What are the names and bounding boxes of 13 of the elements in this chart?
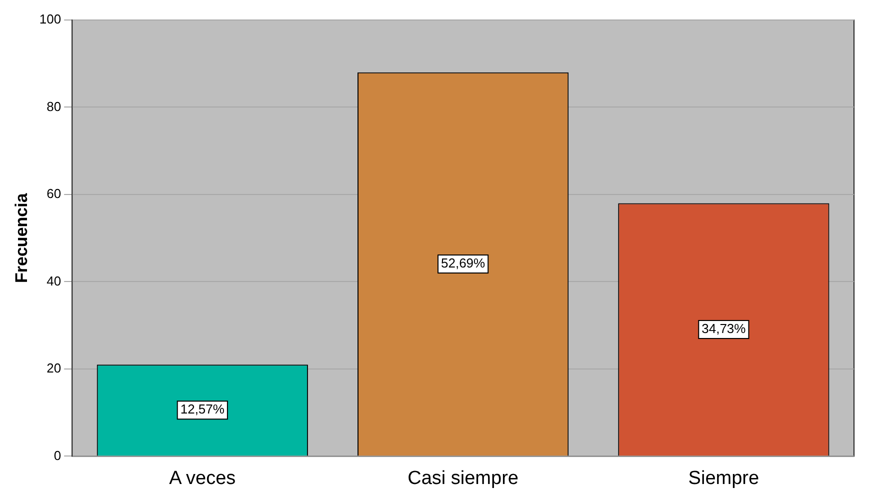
- y-tick-label: 0: [54, 448, 62, 463]
- x-tick-label: Casi siempre: [408, 468, 518, 489]
- y-tick-label: 80: [46, 98, 62, 114]
- y-axis-title: Frecuencia: [12, 192, 31, 283]
- y-tick-label: 100: [39, 12, 62, 27]
- y-tick-label: 60: [46, 186, 62, 202]
- x-tick-label: A veces: [169, 468, 236, 489]
- annotation: 12,57%: [180, 402, 225, 417]
- y-tick-label: 40: [46, 273, 62, 288]
- annotation: 52,69%: [441, 256, 486, 271]
- y-tick-label: 20: [46, 360, 62, 376]
- x-tick-label: Siempre: [688, 468, 760, 489]
- annotation: 34,73%: [702, 321, 746, 336]
